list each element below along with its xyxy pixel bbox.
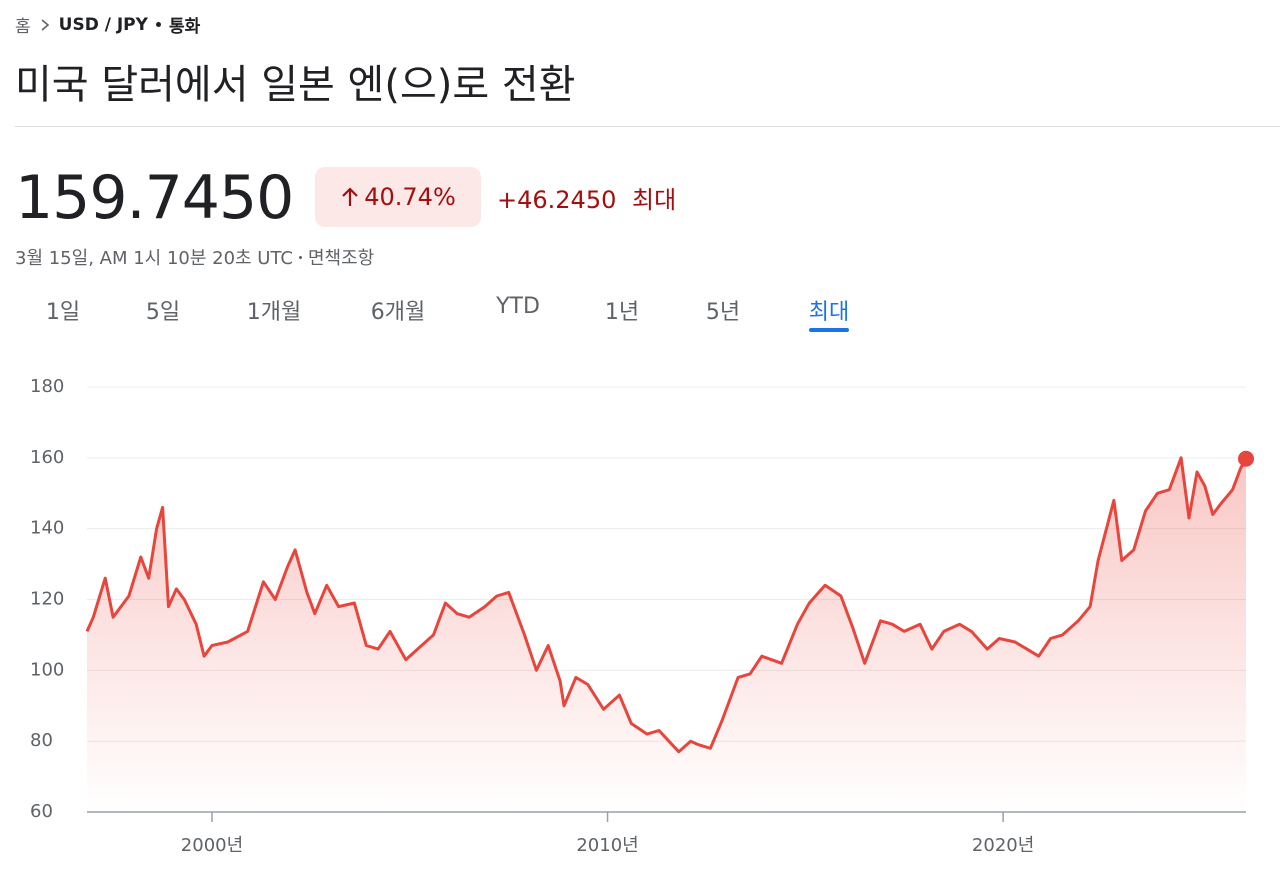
- y-tick-label: 120: [30, 589, 64, 610]
- range-tab[interactable]: 6개월: [370, 300, 426, 325]
- percent-chip: 40.74%: [315, 167, 481, 227]
- last-point: [1238, 450, 1254, 467]
- selected-underline: [809, 328, 849, 332]
- y-tick-label: 60: [30, 801, 53, 822]
- change-group: +46.2450 최대: [497, 180, 676, 215]
- breadcrumb: 홈 USD / JPY 통화: [15, 12, 201, 38]
- percent-change: 40.74%: [364, 183, 456, 211]
- range-tab[interactable]: 5년: [705, 300, 741, 325]
- x-tick-label: 2020년: [972, 835, 1034, 856]
- chevron-icon: [41, 18, 49, 31]
- separator-dot: [155, 22, 161, 27]
- x-tick-label: 2010년: [576, 835, 638, 856]
- y-tick-label: 80: [30, 730, 53, 751]
- x-tick-label: 2000년: [181, 835, 243, 856]
- page-title: 미국 달러에서 일본 엔(으)로 전환: [15, 62, 576, 108]
- y-tick-label: 160: [30, 447, 64, 468]
- range-tab[interactable]: 1일: [45, 300, 81, 325]
- range-tab[interactable]: 1년: [604, 300, 640, 325]
- area-fill: [87, 457, 1246, 812]
- range-tabs: 1일 5일 1개월 6개월 YTD 1년 5년 최대: [0, 290, 900, 340]
- up-arrow-icon: [342, 187, 359, 206]
- change-period: 최대: [632, 186, 677, 214]
- divider: [15, 126, 1280, 127]
- timestamp: 3월 15일, AM 1시 10분 20초 UTC: [15, 248, 293, 269]
- range-tab[interactable]: 최대: [808, 300, 850, 325]
- range-tab[interactable]: YTD: [496, 294, 540, 319]
- y-tick-label: 100: [30, 659, 64, 680]
- breadcrumb-category[interactable]: 통화: [168, 17, 201, 37]
- price: 159.7450: [15, 163, 294, 233]
- chart: 60 80 100 120 140 160 180 2000년 2010년 2020년: [30, 376, 1254, 856]
- range-tab[interactable]: 5일: [145, 300, 181, 325]
- y-tick-label: 140: [30, 518, 64, 539]
- range-tab[interactable]: 1개월: [246, 300, 302, 325]
- separator-dot: [299, 255, 302, 259]
- y-tick-label: 180: [30, 376, 64, 397]
- absolute-change: +46.2450: [497, 186, 617, 214]
- breadcrumb-pair: USD / JPY: [58, 14, 148, 35]
- disclaimer-link[interactable]: 면책조항: [308, 248, 375, 269]
- price-line: [85, 456, 1248, 754]
- timestamp-row: 3월 15일, AM 1시 10분 20초 UTC 면책조항: [15, 244, 374, 270]
- breadcrumb-home[interactable]: 홈: [15, 17, 31, 37]
